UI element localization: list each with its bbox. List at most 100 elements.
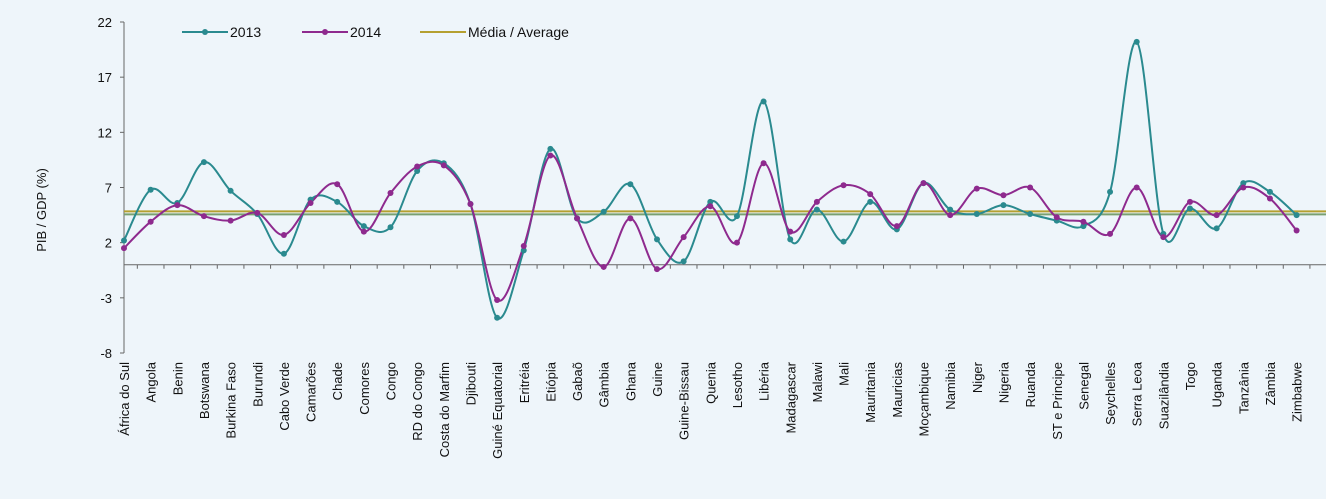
series-point-2013 [867, 198, 874, 205]
x-tick-label: Zimbabwe [1290, 362, 1305, 422]
series-point-2014 [600, 263, 607, 270]
x-tick-label: Chade [330, 362, 345, 400]
series-point-2014 [1080, 218, 1087, 225]
x-tick-label: Congo [384, 362, 399, 400]
series-point-2014 [547, 152, 554, 159]
series-point-2014 [334, 181, 341, 188]
y-axis: 22 17 12 7 2 -3 -8 [98, 15, 125, 361]
series-point-2014 [574, 215, 581, 222]
series-point-2014 [1107, 230, 1114, 237]
series-point-2014 [920, 180, 927, 187]
series-point-2013 [1266, 188, 1273, 195]
x-tick-label: Comores [357, 362, 372, 415]
series-point-2014 [893, 223, 900, 230]
series-line-2013 [123, 40, 1298, 320]
series-point-2014 [1133, 184, 1140, 191]
x-axis: África do Sul Angola Benin Botswana Burkina … [117, 264, 1326, 459]
series-point-2014 [200, 213, 207, 220]
series-point-2013 [600, 208, 607, 215]
x-tick-label: Mauricias [890, 362, 905, 418]
x-tick-label: Quenia [703, 361, 718, 404]
series-point-2014 [440, 162, 447, 169]
series-point-2014 [973, 185, 980, 192]
x-tick-label: Burundi [250, 362, 265, 407]
x-tick-label: Ghana [623, 361, 638, 401]
x-tick-label: Madagascar [783, 361, 798, 433]
x-tick-label: Suazilândia [1156, 361, 1171, 429]
series-point-2013 [680, 258, 687, 265]
series-point-2014 [520, 242, 527, 249]
series-point-2013 [1213, 225, 1220, 232]
x-tick-label: Senegal [1076, 362, 1091, 410]
series-point-2014 [147, 218, 154, 225]
y-tick-label: 22 [98, 15, 112, 30]
series-point-2014 [867, 191, 874, 198]
series-point-2013 [1027, 210, 1034, 217]
series-point-2013 [547, 145, 554, 152]
x-tick-label: ST e Principe [1050, 362, 1065, 440]
legend-marker [202, 29, 208, 35]
series-point-2014 [1266, 195, 1273, 202]
x-tick-label: Angola [144, 361, 159, 402]
legend-label: 2014 [350, 24, 381, 40]
series-point-2013 [787, 236, 794, 243]
series-point-2014 [227, 217, 234, 224]
series-point-2013 [1133, 38, 1140, 45]
y-tick-label: 12 [98, 125, 112, 140]
x-tick-label: Costa do Marfim [437, 362, 452, 457]
x-tick-label: Cabo Verde [277, 362, 292, 431]
legend: 2013 2014 Média / Average [182, 24, 569, 40]
series-point-2014 [680, 234, 687, 241]
legend-marker [322, 29, 328, 35]
series-point-2014 [387, 190, 394, 197]
x-tick-label: Libéria [757, 361, 772, 401]
y-tick-label: -8 [100, 346, 112, 361]
series-point-2014 [1187, 198, 1193, 205]
series-lines [123, 40, 1298, 320]
x-tick-label: Malawi [810, 362, 825, 403]
x-tick-label: Seychelles [1103, 362, 1118, 425]
x-tick-label: Djibouti [463, 362, 478, 405]
series-point-2014 [1053, 214, 1060, 221]
series-point-2013 [280, 250, 287, 257]
x-tick-label: Etiópia [543, 361, 558, 402]
series-point-2014 [1240, 184, 1247, 191]
x-tick-label: Camarões [304, 362, 319, 422]
series-point-2013 [121, 237, 127, 244]
series-point-2013 [1107, 188, 1114, 195]
x-tick-label: Togo [1183, 362, 1198, 390]
series-point-2014 [121, 245, 127, 252]
series-point-2014 [414, 163, 421, 170]
series-point-2013 [360, 223, 367, 230]
x-tick-label: Guiné Equatorial [490, 362, 505, 459]
series-point-2013 [1293, 212, 1300, 219]
series-point-2014 [254, 209, 261, 216]
series-point-2014 [494, 297, 501, 304]
x-tick-label: Niger [970, 361, 985, 393]
series-point-2013 [200, 159, 207, 166]
series-line-2014 [123, 154, 1298, 302]
series-point-2013 [1080, 223, 1087, 230]
x-tick-label: Eritréia [517, 361, 532, 403]
x-tick-label: Guine-Bissau [677, 362, 692, 440]
series-point-2013 [494, 314, 501, 321]
y-tick-label: -3 [100, 291, 112, 306]
x-tick-label: Ruanda [1023, 361, 1038, 407]
x-tick-label: Guine [650, 362, 665, 397]
series-point-2013 [707, 198, 714, 205]
series-point-2014 [307, 199, 314, 206]
series-point-2013 [760, 98, 767, 105]
series-point-2013 [1240, 180, 1247, 187]
x-tick-label: Tanzânia [1236, 361, 1251, 414]
series-point-2013 [973, 210, 980, 217]
series-point-2013 [733, 213, 740, 220]
x-tick-label: RD do Congo [410, 362, 425, 441]
series-point-2014 [840, 182, 847, 189]
x-tick-label: Mali [837, 362, 852, 386]
series-point-2013 [520, 247, 527, 254]
series-point-2014 [707, 203, 714, 210]
series-points [121, 38, 1300, 321]
y-tick-label: 2 [105, 236, 112, 251]
series-point-2014 [733, 239, 740, 246]
